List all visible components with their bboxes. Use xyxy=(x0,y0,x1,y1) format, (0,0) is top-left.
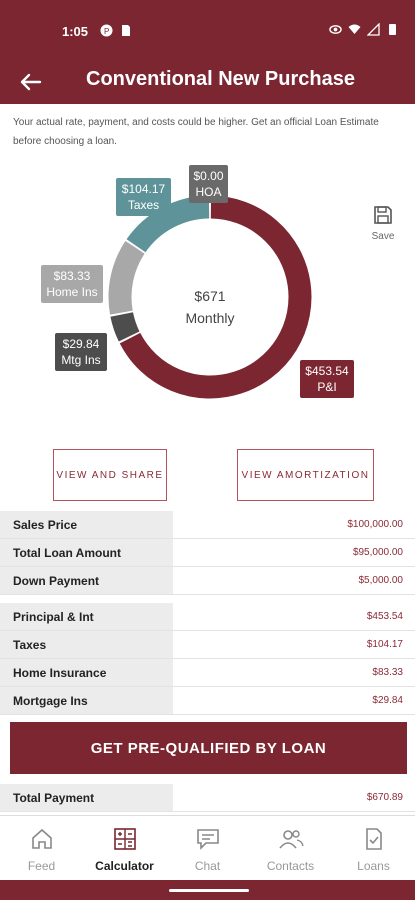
callout-taxes-amount: $104.17 xyxy=(121,182,166,196)
save-button[interactable]: Save xyxy=(366,205,400,242)
table-row: Taxes $104.17 xyxy=(0,631,415,659)
table-row: Total Loan Amount $95,000.00 xyxy=(0,539,415,567)
nav-item-chat[interactable]: Chat xyxy=(166,816,249,879)
row-label: Down Payment xyxy=(0,567,173,594)
callout-hoa-amount: $0.00 xyxy=(193,169,224,183)
get-pre-qualified-button[interactable]: GET PRE-QUALIFIED BY LOAN xyxy=(10,722,407,774)
row-label: Taxes xyxy=(0,631,173,658)
loan-summary-table: Sales Price $100,000.00 Total Loan Amoun… xyxy=(0,511,415,595)
battery-icon xyxy=(389,24,396,35)
bottom-nav: Feed Calculator Chat Contacts Loans xyxy=(0,815,415,879)
callout-home-ins-label: Home Ins xyxy=(46,285,98,299)
disclaimer-text: Your actual rate, payment, and costs cou… xyxy=(13,117,379,147)
nav-item-feed[interactable]: Feed xyxy=(0,816,83,879)
home-icon xyxy=(31,828,52,849)
floppy-disk-icon xyxy=(374,206,392,224)
back-button[interactable] xyxy=(16,68,46,96)
callout-home-ins-amount: $83.33 xyxy=(53,269,91,283)
sd-card-icon xyxy=(122,25,130,36)
total-label: Total Payment xyxy=(0,784,173,811)
row-label: Mortgage Ins xyxy=(0,687,173,714)
table-row: Sales Price $100,000.00 xyxy=(0,511,415,539)
chart-center-label: Monthly xyxy=(185,310,235,326)
callout-taxes: $104.17 Taxes xyxy=(116,178,171,216)
donut-slice-taxes xyxy=(126,195,210,253)
payment-breakdown-chart: $671 Monthly xyxy=(0,160,415,430)
app-bar: Conventional New Purchase xyxy=(0,60,415,104)
row-value: $104.17 xyxy=(366,639,403,650)
system-nav-bar xyxy=(0,880,415,900)
nav-label: Loans xyxy=(357,859,390,873)
nav-label: Feed xyxy=(27,859,56,873)
callout-mtg-ins: $29.84 Mtg Ins xyxy=(55,333,107,371)
svg-text:P: P xyxy=(104,27,109,36)
callout-hoa-label: HOA xyxy=(195,185,222,199)
nav-item-loans[interactable]: Loans xyxy=(332,816,415,879)
signal-icon xyxy=(367,23,380,36)
row-value: $453.54 xyxy=(366,611,403,622)
view-and-share-button[interactable]: VIEW AND SHARE xyxy=(53,449,167,501)
document-check-icon xyxy=(365,828,382,850)
status-bar: 1:05 P xyxy=(0,0,415,60)
callout-home-ins: $83.33 Home Ins xyxy=(41,265,103,303)
row-value: $95,000.00 xyxy=(352,547,403,558)
arrow-left-icon xyxy=(20,73,42,91)
donut-slice-mtg-ins xyxy=(110,311,140,342)
row-value: $5,000.00 xyxy=(358,575,404,586)
row-label: Home Insurance xyxy=(0,659,173,686)
callout-pi-label: P&I xyxy=(317,380,337,394)
view-amortization-button[interactable]: VIEW AMORTIZATION xyxy=(237,449,374,501)
row-value: $83.33 xyxy=(372,667,403,678)
row-label: Sales Price xyxy=(0,511,173,538)
calculator-icon xyxy=(113,828,136,850)
callout-taxes-label: Taxes xyxy=(127,198,160,212)
donut-chart xyxy=(108,195,312,399)
table-row: Down Payment $5,000.00 xyxy=(0,567,415,595)
nav-label: Contacts xyxy=(266,859,315,873)
total-payment-table: Total Payment $670.89 xyxy=(0,784,415,812)
nav-item-calculator[interactable]: Calculator xyxy=(83,816,166,879)
callout-pi-amount: $453.54 xyxy=(305,364,349,378)
notification-app-icon: P xyxy=(100,24,113,37)
row-label: Principal & Int xyxy=(0,603,173,630)
chart-center-amount: $671 xyxy=(194,288,226,304)
row-value: $29.84 xyxy=(372,695,403,706)
nav-label: Calculator xyxy=(95,859,154,873)
table-row: Mortgage Ins $29.84 xyxy=(0,687,415,715)
callout-pi: $453.54 P&I xyxy=(300,360,354,398)
row-value: $100,000.00 xyxy=(347,519,403,530)
save-label: Save xyxy=(371,231,395,242)
nav-label: Chat xyxy=(194,859,221,873)
home-indicator-bar xyxy=(169,889,249,892)
table-row: Principal & Int $453.54 xyxy=(0,603,415,631)
row-label: Total Loan Amount xyxy=(0,539,173,566)
contacts-icon xyxy=(278,830,304,849)
callout-hoa: $0.00 HOA xyxy=(189,165,228,203)
donut-slice-p-i xyxy=(119,195,312,399)
page-title: Conventional New Purchase xyxy=(86,68,355,90)
chat-icon xyxy=(196,829,219,850)
nav-item-contacts[interactable]: Contacts xyxy=(249,816,332,879)
donut-slice-home-ins xyxy=(108,240,145,315)
total-value: $670.89 xyxy=(366,792,403,803)
payment-breakdown-table: Principal & Int $453.54 Taxes $104.17 Ho… xyxy=(0,603,415,715)
status-time: 1:05 xyxy=(62,24,89,39)
callout-mtg-ins-amount: $29.84 xyxy=(62,337,100,351)
callout-mtg-ins-label: Mtg Ins xyxy=(61,353,101,367)
table-row: Total Payment $670.89 xyxy=(0,784,415,812)
table-row: Home Insurance $83.33 xyxy=(0,659,415,687)
wifi-icon xyxy=(348,24,361,34)
eye-icon xyxy=(329,25,342,34)
